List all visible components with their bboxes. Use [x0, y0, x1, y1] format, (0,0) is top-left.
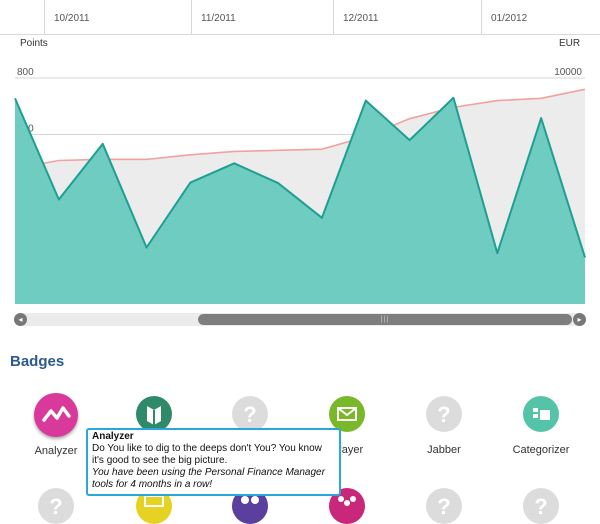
- badge-jabber[interactable]: ? Jabber: [394, 396, 494, 456]
- badge-label: Categorizer: [512, 444, 570, 456]
- envelope-icon: [329, 396, 365, 432]
- svg-text:?: ?: [243, 402, 256, 427]
- badge-locked[interactable]: ?: [394, 488, 494, 524]
- chart-line-icon: [34, 393, 78, 437]
- timeline-divider: [481, 0, 482, 34]
- tooltip-description: Do You like to dig to the deeps don't Yo…: [92, 443, 322, 466]
- left-axis-title: Points: [20, 38, 48, 49]
- question-icon: ?: [426, 396, 462, 432]
- badge-analyzer[interactable]: Analyzer: [6, 393, 106, 457]
- badges-heading: Badges: [10, 353, 65, 370]
- svg-text:?: ?: [437, 494, 450, 519]
- timeline-divider: [44, 0, 45, 34]
- folders-icon: [523, 396, 559, 432]
- points-line: [14, 96, 586, 258]
- scroll-left-button[interactable]: ◂: [14, 313, 27, 326]
- badge-label: Analyzer: [34, 445, 78, 457]
- timeline-month: 10/2011: [54, 13, 90, 24]
- right-tick-label: 10000: [554, 67, 582, 78]
- svg-text:?: ?: [49, 494, 62, 519]
- timeline-header: 10/2011 11/2011 12/2011 01/2012: [0, 0, 600, 35]
- scroll-thumb[interactable]: |||: [198, 314, 572, 325]
- badge-categorizer[interactable]: Categorizer: [491, 396, 591, 456]
- scroll-right-button[interactable]: ▸: [573, 313, 586, 326]
- timeline-month: 01/2012: [491, 13, 528, 24]
- chart-scrollbar[interactable]: ◂ ||| ▸: [14, 313, 586, 326]
- right-axis-title: EUR: [559, 38, 581, 49]
- badge-locked[interactable]: ?: [200, 396, 300, 444]
- badge-label: Jabber: [427, 444, 461, 456]
- left-tick-label: 800: [17, 67, 34, 78]
- badge-tooltip: Analyzer Do You like to dig to the deeps…: [86, 428, 341, 496]
- tooltip-progress: You have been using the Personal Finance…: [92, 467, 325, 490]
- timeline-divider: [333, 0, 334, 34]
- svg-text:?: ?: [437, 402, 450, 427]
- badge-book[interactable]: [104, 396, 204, 444]
- question-icon: ?: [523, 488, 559, 524]
- badge-payer[interactable]: -Payer: [297, 396, 397, 456]
- timeline-month: 12/2011: [343, 13, 379, 24]
- svg-text:?: ?: [534, 494, 547, 519]
- points-eur-chart: 0200400600800025005000750010000: [14, 67, 586, 305]
- badge-locked[interactable]: ?: [491, 488, 591, 524]
- question-icon: ?: [426, 488, 462, 524]
- book-icon: [136, 396, 172, 432]
- timeline-month: 11/2011: [201, 13, 236, 24]
- tooltip-title: Analyzer: [92, 431, 134, 442]
- question-icon: ?: [38, 488, 74, 524]
- question-icon: ?: [232, 396, 268, 432]
- timeline-divider: [191, 0, 192, 34]
